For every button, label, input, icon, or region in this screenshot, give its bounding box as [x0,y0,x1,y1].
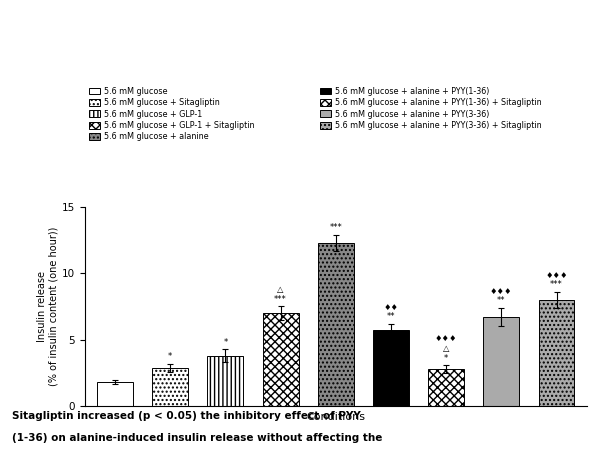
Text: ♦♦♦
△
*: ♦♦♦ △ * [435,334,457,363]
Bar [263,313,298,406]
Bar [483,317,519,406]
Legend: 5.6 mM glucose + alanine + PYY(1-36), 5.6 mM glucose + alanine + PYY(1-36) + Sit: 5.6 mM glucose + alanine + PYY(1-36), 5.… [319,87,541,130]
Text: *: * [168,352,172,361]
Bar [97,382,133,406]
Bar [373,331,409,406]
Text: Sitagliptin increased (p < 0.05) the inhibitory effect of PYY: Sitagliptin increased (p < 0.05) the inh… [12,411,361,421]
Y-axis label: Insulin release
(% of insulin content (one hour)): Insulin release (% of insulin content (o… [38,227,59,386]
Text: ♦♦♦
**: ♦♦♦ ** [490,286,512,306]
Text: ***: *** [329,223,342,232]
Text: *: * [223,338,227,347]
Text: ♦♦♦
***: ♦♦♦ *** [545,271,567,289]
X-axis label: Conditions: Conditions [306,412,365,422]
Bar [428,369,464,406]
Bar [538,300,574,406]
Bar [318,242,354,406]
Bar [152,368,188,406]
Text: (1-36) on alanine-induced insulin release without affecting the: (1-36) on alanine-induced insulin releas… [12,433,382,443]
Text: △
***: △ *** [274,286,287,304]
Bar [208,356,243,406]
Text: ♦♦
**: ♦♦ ** [384,303,399,321]
